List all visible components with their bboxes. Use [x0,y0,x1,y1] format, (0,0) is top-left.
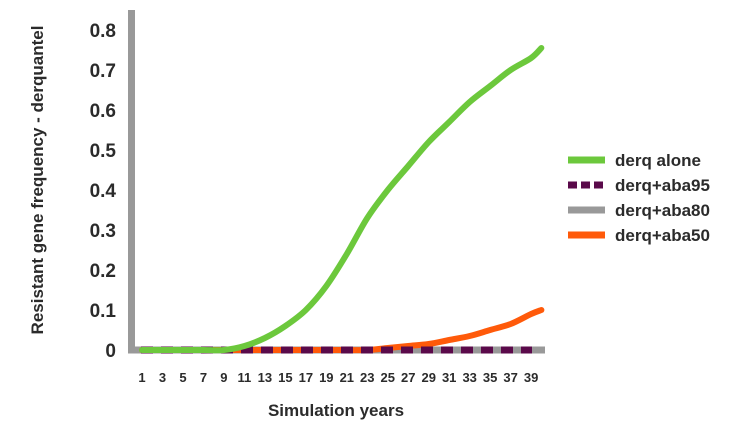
legend-label: derq+aba50 [615,226,710,245]
y-tick-label: 0 [105,341,116,362]
x-tick-label: 27 [401,370,415,385]
legend-label: derq+aba95 [615,176,710,195]
legend-item: derq alone [568,151,701,170]
y-tick-label: 0.3 [90,221,116,242]
y-tick-label: 0.8 [90,21,116,42]
y-tick-label: 0.6 [90,101,116,122]
legend-item: derq+aba95 [568,176,710,195]
legend-item: derq+aba50 [568,226,710,245]
x-tick-label: 17 [299,370,313,385]
x-tick-label: 1 [138,370,145,385]
x-tick-label: 21 [340,370,354,385]
x-tick-label: 37 [503,370,517,385]
y-tick-label: 0.5 [90,141,117,162]
series-derq-aba50 [139,307,545,354]
legend-item: derq+aba80 [568,201,710,220]
legend-label: derq alone [615,151,701,170]
x-tick-label: 23 [360,370,374,385]
series-derq-aba80 [128,10,545,354]
y-tick-label: 0.7 [90,61,116,82]
x-tick-label: 15 [278,370,292,385]
x-tick-label: 31 [442,370,456,385]
x-tick-label: 33 [462,370,476,385]
x-tick-label: 5 [179,370,186,385]
x-tick-label: 9 [220,370,227,385]
plot-area [128,10,545,354]
x-tick-label: 19 [319,370,333,385]
y-tick-label: 0.1 [90,301,117,322]
x-axis-title: Simulation years [268,401,404,420]
x-tick-label: 13 [258,370,272,385]
y-tick-label: 0.2 [90,261,116,282]
x-tick-label: 25 [381,370,395,385]
y-axis-ticks: 0 0.1 0.2 0.3 0.4 0.5 0.6 0.7 0.8 [90,21,117,362]
y-axis-title: Resistant gene frequency - derquantel [28,26,47,335]
series-derq-alone [139,45,545,354]
x-tick-label: 7 [200,370,207,385]
x-tick-label: 29 [421,370,435,385]
x-tick-label: 39 [524,370,538,385]
x-tick-label: 3 [159,370,166,385]
y-tick-label: 0.4 [90,181,117,202]
legend-label: derq+aba80 [615,201,710,220]
y-axis-title-group: Resistant gene frequency - derquantel [28,26,47,335]
x-tick-label: 11 [238,370,252,385]
legend: derq alone derq+aba95 derq+aba80 derq+aba50 [568,151,710,245]
x-axis-ticks: 1 3 5 7 9 11 13 15 17 19 21 23 25 27 29 31 33 35 37 39 [138,370,538,385]
x-tick-label: 35 [483,370,497,385]
